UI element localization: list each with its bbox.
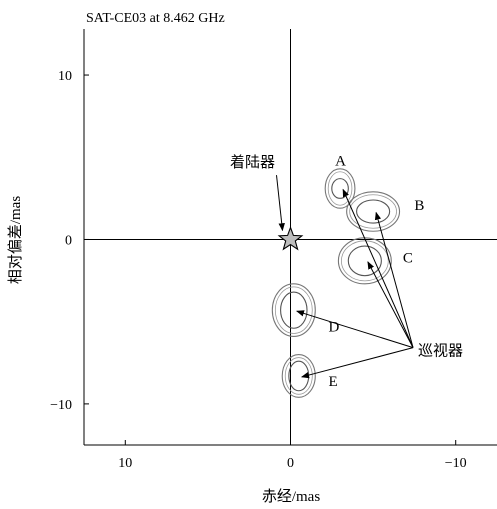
lander-star-marker [277, 225, 304, 251]
y-tick-label: 0 [65, 233, 72, 248]
chart-title: SAT-CE03 at 8.462 GHz [86, 11, 225, 26]
rover-pointer-arrow [300, 347, 414, 379]
source-label: A [335, 153, 346, 169]
y-tick-label: 10 [58, 69, 72, 84]
source-label: C [403, 250, 413, 266]
rover-label: 巡视器 [418, 343, 463, 360]
source-contour-inner [280, 291, 308, 329]
source-label: B [414, 198, 424, 214]
source-contour-outer [271, 283, 316, 338]
source-contours [271, 168, 401, 398]
pointer-arrows [276, 175, 414, 379]
axis-ticks: 10 0 −10 10 0 −10 [50, 69, 467, 471]
source-contour-middle [341, 240, 389, 282]
source-contour-middle [349, 194, 397, 229]
source-contour-outer [346, 191, 401, 232]
rover-pointer-arrow [342, 188, 414, 348]
source-contour-middle [274, 286, 313, 334]
source-contour-middle [284, 357, 313, 395]
rover-pointer-arrow [296, 310, 414, 349]
source-contour-middle [327, 171, 353, 206]
lander-pointer-arrow [276, 175, 285, 232]
y-tick-label: −10 [50, 398, 72, 413]
x-tick-label: 0 [287, 456, 294, 471]
y-axis-label: 相对偏差/mas [7, 196, 24, 284]
source-contour-outer [324, 168, 356, 209]
source-contour-inner [331, 178, 349, 199]
rover-pointer-arrow [367, 261, 414, 348]
x-tick-label: 10 [118, 456, 132, 471]
source-contour-inner [347, 245, 382, 277]
source-contour-outer [281, 354, 316, 398]
source-contour-inner [356, 199, 391, 224]
source-label: D [328, 320, 339, 336]
source-contour-outer [337, 237, 392, 285]
x-tick-label: −10 [445, 456, 467, 471]
x-axis-label: 赤经/mas [262, 488, 320, 505]
lander-label: 着陆器 [230, 154, 275, 171]
rover-pointer-arrow [374, 211, 414, 348]
source-label: E [328, 374, 337, 390]
